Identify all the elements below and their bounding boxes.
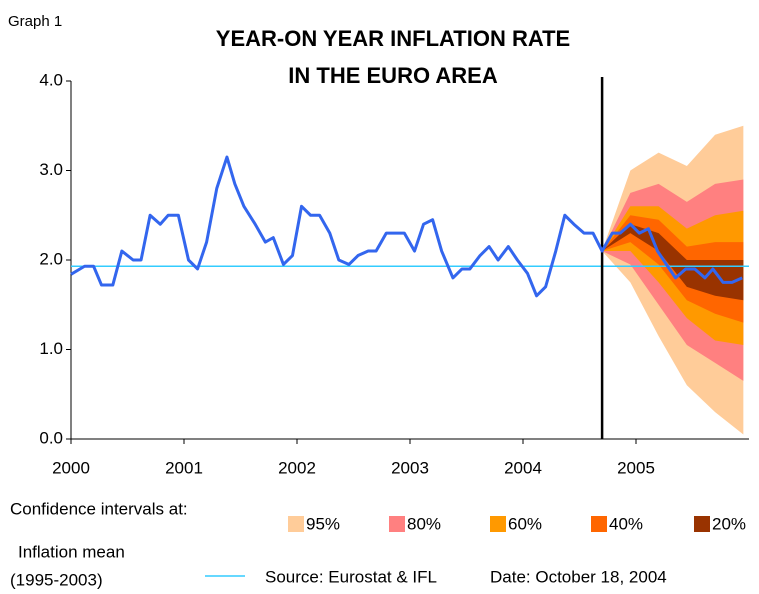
chart-title: YEAR-ON YEAR INFLATION RATE: [216, 26, 570, 51]
legend-label: 95%: [306, 514, 340, 533]
legend-label: 20%: [712, 514, 746, 533]
y-tick-label: 4.0: [39, 70, 63, 89]
legend-swatch: [389, 516, 405, 532]
y-tick-label: 1.0: [39, 339, 63, 358]
inflation-line: [70, 155, 743, 298]
y-tick-label: 2.0: [39, 249, 63, 268]
legend-title: Confidence intervals at:: [10, 499, 188, 518]
graph-label: Graph 1: [8, 13, 62, 30]
legend-swatch: [490, 516, 506, 532]
legend-label: 40%: [609, 514, 643, 533]
x-tick-label: 2000: [52, 458, 90, 477]
legend-label: 80%: [407, 514, 441, 533]
legend-swatch: [694, 516, 710, 532]
y-tick-label: 0.0: [39, 428, 63, 447]
y-tick-label: 3.0: [39, 160, 63, 179]
x-tick-label: 2001: [165, 458, 203, 477]
fan-band: [602, 224, 744, 301]
chart-title: IN THE EURO AREA: [288, 63, 498, 88]
x-tick-label: 2002: [278, 458, 316, 477]
date: Date: October 18, 2004: [490, 567, 667, 586]
legend-label: 60%: [508, 514, 542, 533]
legend-swatch: [591, 516, 607, 532]
x-tick-label: 2003: [391, 458, 429, 477]
source: Source: Eurostat & IFL: [265, 567, 437, 586]
mean-label: Inflation mean: [18, 542, 125, 561]
fan-band: [602, 215, 744, 323]
x-tick-label: 2005: [617, 458, 655, 477]
mean-label: (1995-2003): [10, 570, 103, 589]
x-tick-label: 2004: [504, 458, 542, 477]
legend-swatch: [288, 516, 304, 532]
